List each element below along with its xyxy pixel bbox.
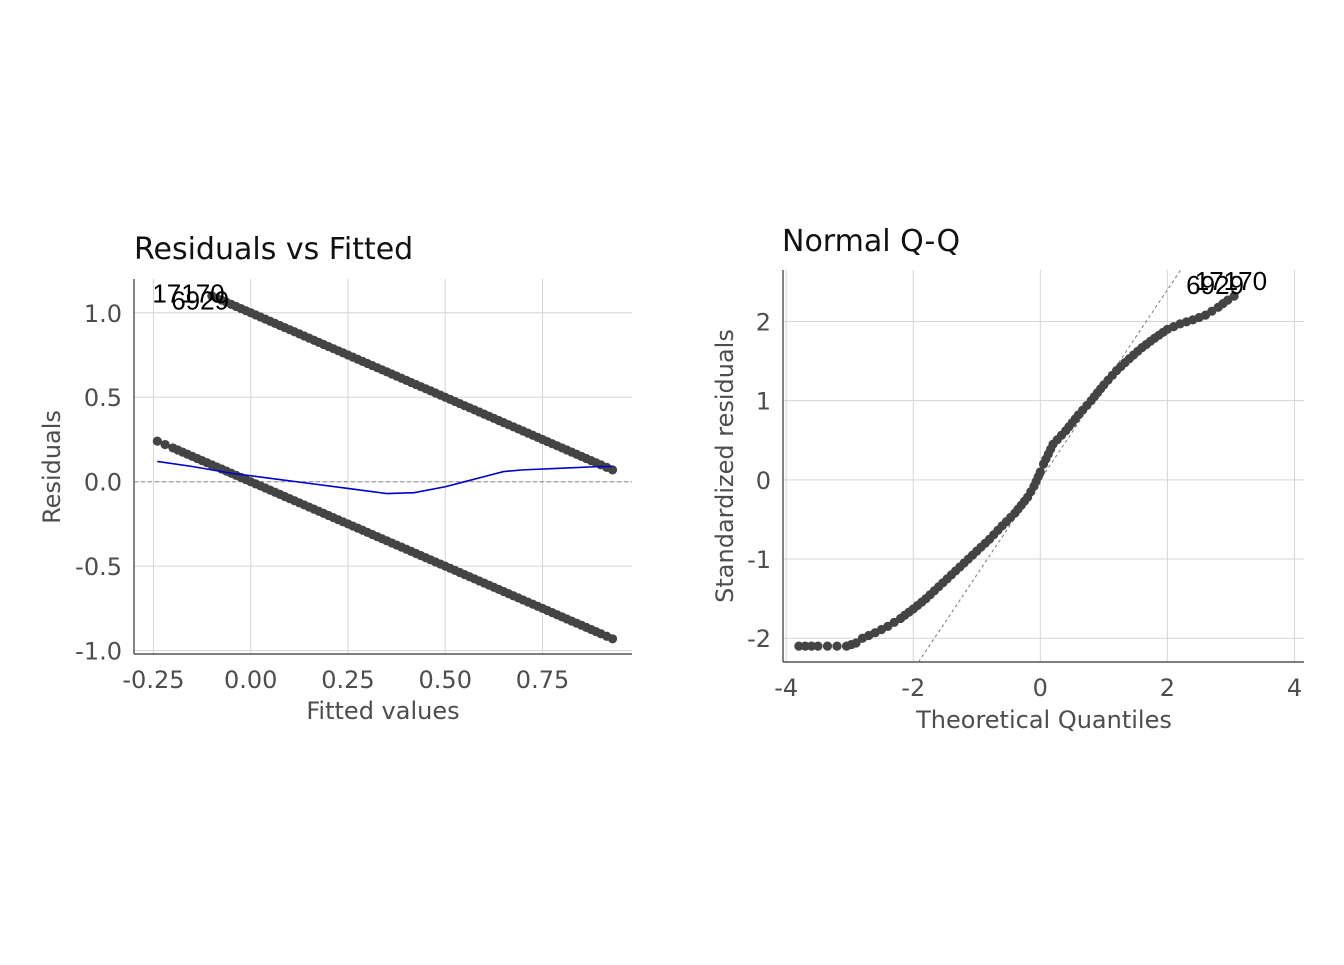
- y-tick-label: 1.0: [84, 300, 122, 328]
- y-tick-label: 2: [756, 308, 771, 336]
- data-point: [160, 439, 170, 450]
- x-tick-label: 0.25: [321, 666, 374, 694]
- x-axis-label: Theoretical Quantiles: [915, 706, 1172, 734]
- chart-title: Residuals vs Fitted: [134, 232, 413, 267]
- y-tick-label: 0.0: [84, 469, 122, 497]
- y-tick-label: 1: [756, 388, 771, 416]
- reference-line: [918, 269, 1182, 663]
- data-point: [813, 641, 823, 651]
- x-tick-label: 4: [1287, 674, 1302, 702]
- data-point: [851, 638, 861, 648]
- normal-qq-panel: Normal Q-Q Theoretical Quantiles Standar…: [711, 224, 1304, 734]
- data-point: [607, 634, 618, 644]
- x-tick-label: -2: [901, 674, 925, 702]
- y-tick-label: 0: [756, 467, 771, 495]
- data-point: [607, 465, 618, 475]
- x-tick-label: 0.50: [419, 666, 472, 694]
- gridlines: [134, 279, 632, 654]
- point-label: 17170: [152, 279, 224, 309]
- y-tick-label: -1.0: [75, 638, 122, 666]
- y-tick-label: -0.5: [75, 553, 122, 581]
- x-tick-label: 2: [1160, 674, 1175, 702]
- chart-title: Normal Q-Q: [782, 224, 960, 259]
- data-point: [1035, 467, 1045, 477]
- data-point: [822, 641, 833, 651]
- point-label: 6929: [171, 285, 229, 315]
- data-series: [207, 291, 618, 475]
- x-tick-label: -4: [774, 674, 798, 702]
- data-point: [806, 641, 817, 651]
- data-point: [794, 641, 804, 651]
- x-tick-label: 0.00: [224, 666, 277, 694]
- data-point: [152, 436, 162, 446]
- data-series: [794, 291, 1239, 651]
- y-tick-label: -1: [747, 546, 771, 574]
- gridlines: [783, 270, 1304, 662]
- data-point: [800, 641, 810, 651]
- x-tick-label: -0.25: [122, 666, 184, 694]
- y-axis-label: Residuals: [38, 410, 66, 524]
- data-point: [1229, 291, 1239, 301]
- point-label: 17170: [1195, 266, 1267, 296]
- residuals-vs-fitted-panel: Residuals vs Fitted Fitted values Residu…: [38, 232, 632, 725]
- x-tick-label: 0: [1033, 674, 1048, 702]
- point-label: 6929: [1186, 270, 1244, 300]
- x-tick-label: 0.75: [516, 666, 569, 694]
- data-point: [832, 641, 842, 651]
- smooth-line: [157, 460, 613, 495]
- y-tick-label: -2: [747, 625, 771, 653]
- y-axis-label: Standardized residuals: [711, 329, 739, 603]
- data-series: [152, 436, 618, 644]
- y-tick-label: 0.5: [84, 384, 122, 412]
- x-axis-label: Fitted values: [306, 697, 459, 725]
